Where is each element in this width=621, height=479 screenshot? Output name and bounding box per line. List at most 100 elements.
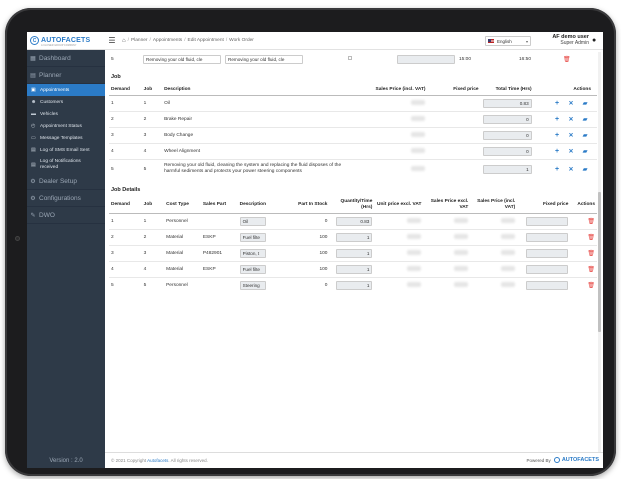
sidebar-item-log-notifications[interactable]: ▤ Log of Notifications received [27, 156, 105, 173]
col-header: Total Time (Hrs) [480, 84, 534, 96]
user-info[interactable]: AF demo user Super Admin [545, 34, 589, 46]
description-input[interactable]: Removing your old fluid, cle [143, 54, 221, 64]
quantity-input: 1 [336, 280, 373, 290]
truck-icon[interactable]: ▰ [582, 148, 588, 155]
sidebar-item-dealer-setup[interactable]: ⚙ Dealer Setup [27, 173, 105, 190]
logo[interactable]: C AUTOFACETS A CLOSER GROUP COMPANY [27, 32, 105, 50]
demand-cell: 3 [109, 244, 142, 261]
tools-icon[interactable]: ✕ [568, 132, 574, 139]
sidebar-item-appointments[interactable]: ▣ Appointments [27, 84, 105, 96]
fixed-price-input [526, 248, 569, 258]
user-name: AF demo user [552, 34, 589, 40]
truck-icon[interactable]: ▰ [582, 132, 588, 139]
demand-cell: 1 [109, 94, 142, 111]
demand-cell: 5 [111, 56, 114, 62]
table-row: 5 Removing your old fluid, cle Removing … [109, 52, 597, 66]
vertical-scrollbar[interactable] [598, 52, 601, 452]
copyright-brand-link[interactable]: Autofacets [147, 458, 169, 463]
home-icon[interactable]: ⌂ [122, 37, 126, 44]
trash-icon[interactable]: 🗑 [563, 56, 571, 63]
demand-cell: 1 [109, 212, 142, 229]
breadcrumb-item[interactable]: Appointments [152, 38, 183, 43]
sales-price-excl-value [454, 265, 469, 271]
breadcrumb-item[interactable]: Edit Appointment [187, 38, 224, 43]
sidebar-item-label: Message Templates [40, 135, 83, 141]
breadcrumb-item[interactable]: Planner [130, 38, 148, 43]
trash-icon[interactable]: 🗑 [587, 282, 595, 289]
cost-type-cell: Material [164, 260, 201, 277]
tools-icon[interactable]: ✕ [568, 148, 574, 155]
add-icon[interactable]: + [554, 131, 560, 139]
trash-icon[interactable]: 🗑 [587, 250, 595, 257]
version-label: Version : 2.0 [49, 458, 83, 464]
tools-icon[interactable]: ✕ [568, 100, 574, 107]
add-icon[interactable]: + [554, 165, 560, 173]
scrollbar-thumb[interactable] [598, 192, 601, 332]
sidebar-item-customers[interactable]: ☻ Customers [27, 96, 105, 108]
description-input: Fuel filte [239, 264, 266, 274]
sidebar-item-dwo[interactable]: ✎ DWO [27, 207, 105, 224]
add-icon[interactable]: + [554, 115, 560, 123]
breadcrumb: ⌂ / Planner / Appointments / Edit Appoin… [122, 37, 254, 44]
sidebar-item-vehicles[interactable]: ▬ Vehicles [27, 108, 105, 120]
total-time-input: 0.83 [482, 98, 532, 108]
logo-mark-icon [553, 457, 560, 463]
sidebar-item-label: Appointment Status [40, 123, 82, 129]
job-cell: 2 [141, 110, 163, 127]
truck-icon[interactable]: ▰ [582, 116, 588, 123]
demand-cell: 4 [109, 260, 142, 277]
tools-icon[interactable]: ✕ [568, 166, 574, 173]
sidebar-item-configurations[interactable]: ⚙ Configurations [27, 190, 105, 207]
sidebar-item-label: Planner [39, 71, 62, 79]
sales-price-incl-value [501, 217, 516, 223]
trash-icon[interactable]: 🗑 [587, 266, 595, 273]
sidebar-item-planner[interactable]: ▤ Planner [27, 67, 105, 84]
user-icon[interactable]: ● [592, 37, 597, 44]
user-role: Super Admin [560, 40, 589, 46]
language-select[interactable]: English ▾ [485, 36, 531, 46]
price-value [411, 165, 426, 171]
trash-icon[interactable]: 🗑 [587, 234, 595, 241]
checkbox[interactable] [348, 56, 352, 60]
status-icon: ◴ [31, 123, 36, 129]
start-time: 15:00 [459, 56, 472, 62]
demand-cell: 4 [109, 142, 142, 159]
main-content: 5 Removing your old fluid, cle Removing … [109, 52, 597, 452]
description-input[interactable]: Removing your old fluid, cle [225, 54, 303, 64]
gear-icon: ⚙ [30, 178, 36, 185]
col-header: Sales Part [200, 197, 238, 214]
us-flag-icon [488, 39, 494, 43]
table-row: 1 1 Oil 0.83 + ✕ ▰ [109, 94, 597, 111]
sales-part-cell: P482901 [200, 244, 238, 261]
template-icon: ▭ [31, 135, 36, 141]
tools-icon[interactable]: ✕ [568, 116, 574, 123]
job-cell: 3 [141, 244, 165, 261]
add-icon[interactable]: + [554, 147, 560, 155]
col-header: Sales Price (incl. VAT) [470, 197, 518, 214]
col-header: Demand [109, 84, 142, 96]
powered-brand: AUTOFACETS [561, 457, 599, 463]
col-header: Job [141, 197, 165, 214]
hamburger-menu-icon[interactable]: ☰ [108, 36, 116, 45]
job-table: Demand Job Description Sales Price (incl… [109, 84, 597, 179]
trash-icon[interactable]: 🗑 [587, 218, 595, 225]
sidebar-item-dashboard[interactable]: ▦ Dashboard [27, 50, 105, 67]
table-row: 4 4 Wheel Alignment 0 + ✕ ▰ [109, 142, 597, 159]
sidebar-item-log-sms-email[interactable]: ▤ Log of SMS Email Sent [27, 144, 105, 156]
quantity-input: 1 [336, 248, 373, 258]
cost-type-cell: Material [164, 244, 201, 261]
table-row: 4 4 Material ESKP Fuel filte 100 1 🗑 [109, 260, 597, 277]
add-icon[interactable]: + [554, 99, 560, 107]
description-input: Oil [239, 216, 266, 226]
sidebar-item-message-templates[interactable]: ▭ Message Templates [27, 132, 105, 144]
sidebar-item-label: Vehicles [40, 111, 58, 117]
truck-icon[interactable]: ▰ [582, 166, 588, 173]
users-icon: ☻ [31, 99, 37, 105]
fixed-price-input [526, 264, 569, 274]
table-row: 3 3 Body Change 0 + ✕ ▰ [109, 126, 597, 143]
sidebar-item-appointment-status[interactable]: ◴ Appointment Status [27, 120, 105, 132]
sidebar-item-label: Log of SMS Email Sent [40, 147, 90, 153]
copyright-prefix: © 2021 Copyright [111, 458, 147, 463]
truck-icon[interactable]: ▰ [582, 100, 588, 107]
unit-price-value [407, 233, 422, 239]
